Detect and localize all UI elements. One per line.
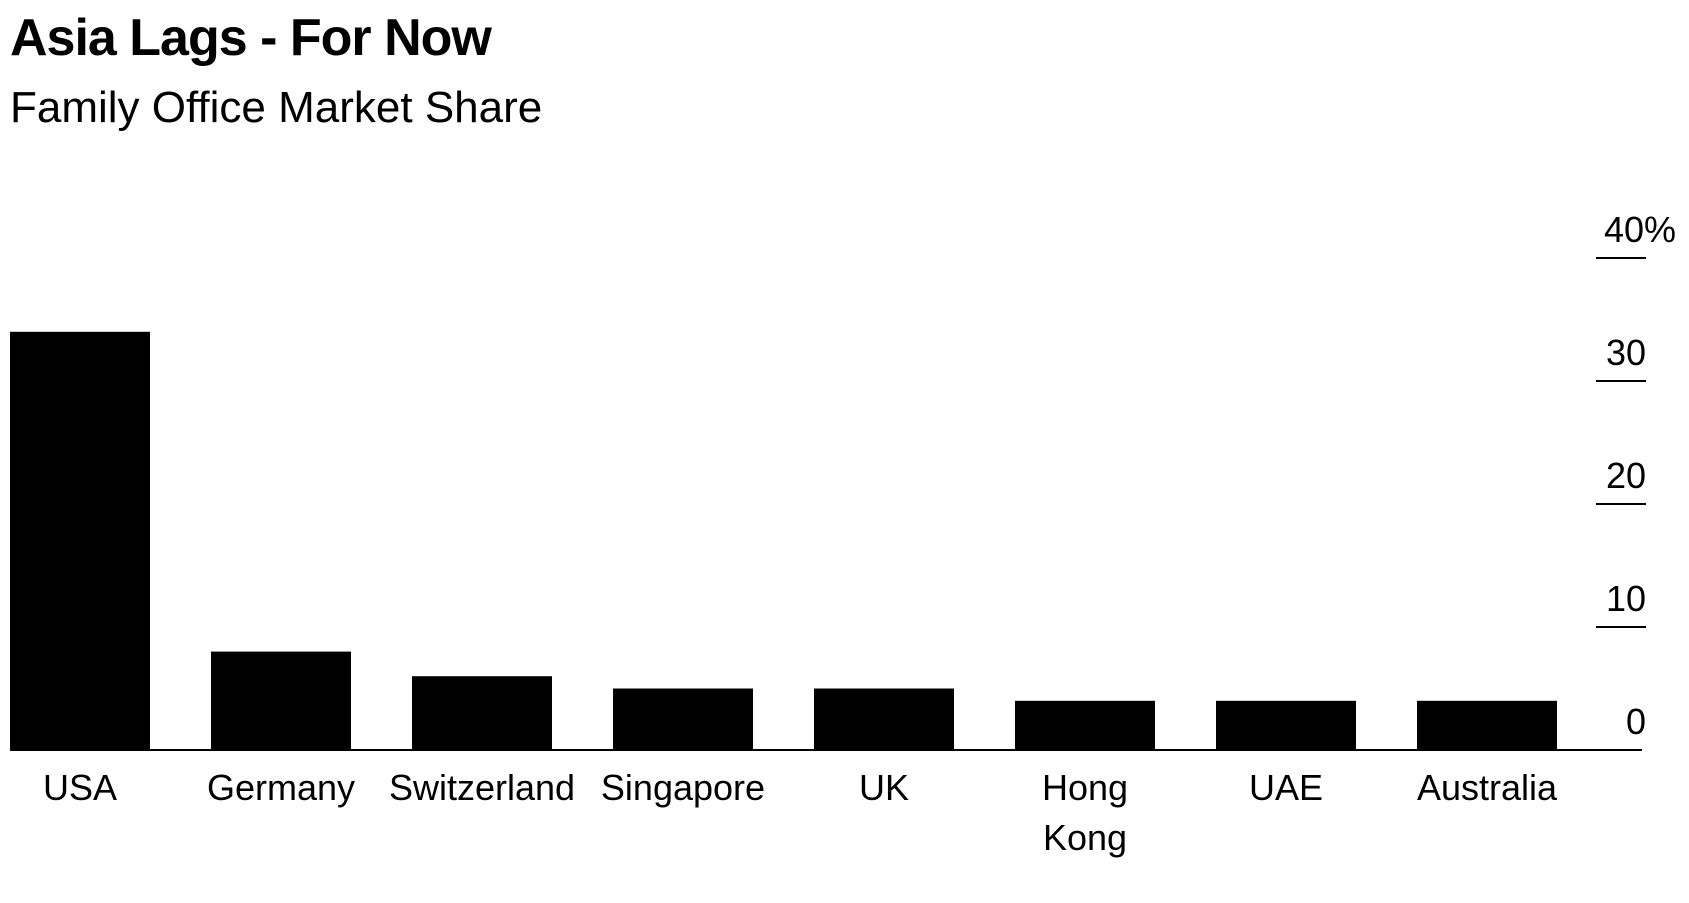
- category-label-uae: UAE: [1249, 767, 1323, 808]
- bar-germany: [211, 651, 351, 750]
- y-tick-label-10: 10: [1606, 578, 1646, 619]
- category-label-australia: Australia: [1417, 767, 1558, 808]
- bar-hong-kong: [1015, 700, 1155, 750]
- bar-uae: [1216, 700, 1356, 750]
- category-label-hong-kong: Hong Kong: [1042, 767, 1128, 858]
- bar-uk: [814, 688, 954, 750]
- category-label-germany: Germany: [207, 767, 355, 808]
- y-axis: 0 10 20 30 40%: [1596, 209, 1676, 742]
- category-label-usa: USA: [43, 767, 117, 808]
- category-label-switzerland: Switzerland: [389, 767, 575, 808]
- y-tick-label-30: 30: [1606, 332, 1646, 373]
- y-tick-label-40: 40%: [1604, 209, 1676, 250]
- chart-subtitle: Family Office Market Share: [10, 83, 543, 132]
- category-label-singapore: Singapore: [601, 767, 765, 808]
- category-label-uk: UK: [859, 767, 909, 808]
- chart-title: Asia Lags - For Now: [10, 9, 492, 67]
- x-axis-labels: USA Germany Switzerland Singapore UK Hong Kong…: [43, 767, 1558, 858]
- y-tick-label-0: 0: [1626, 701, 1646, 742]
- bar-australia: [1417, 700, 1557, 750]
- bar-usa: [10, 331, 150, 750]
- bars-group: [10, 331, 1557, 750]
- y-tick-label-20: 20: [1606, 455, 1646, 496]
- bar-singapore: [613, 688, 753, 750]
- bar-switzerland: [412, 676, 552, 750]
